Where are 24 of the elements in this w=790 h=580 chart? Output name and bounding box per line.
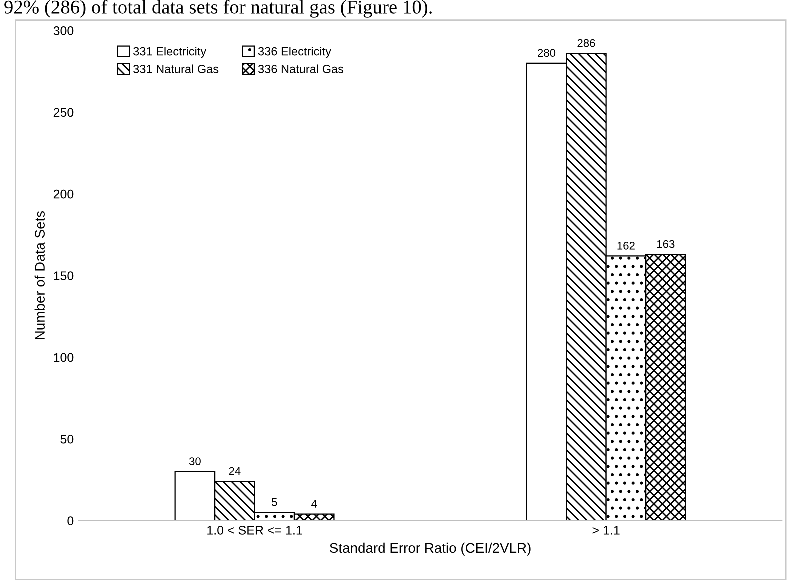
x-tick-label: 1.0 < SER <= 1.1 [208, 526, 302, 535]
legend-label: 331 Natural Gas [134, 64, 219, 74]
y-tick-label: 300 [54, 26, 74, 36]
y-axis-title: Number of Data Sets [34, 211, 45, 340]
data-label: 30 [189, 458, 201, 466]
data-label: 163 [657, 240, 675, 248]
legend-label: 331 Electricity [134, 47, 207, 58]
data-label: 280 [538, 49, 556, 58]
data-label: 5 [272, 498, 278, 506]
y-tick-label: 100 [54, 353, 74, 362]
x-tick-label: > 1.1 [592, 526, 620, 535]
y-tick-label: 50 [60, 434, 74, 444]
legend-label: 336 Natural Gas [258, 64, 344, 74]
y-tick-label: 0 [68, 516, 74, 526]
data-label: 24 [229, 467, 241, 476]
y-tick-label: 250 [54, 108, 74, 118]
data-label: 286 [578, 39, 596, 48]
y-tick-label: 150 [54, 272, 74, 280]
data-label: 162 [618, 242, 635, 250]
data-label: 4 [312, 500, 318, 508]
chart-title: 92% (286) of total data sets for natural gas (Figure 10). [4, 0, 432, 18]
x-axis-title: Standard Error Ratio (CEI/2VLR) [330, 542, 531, 556]
legend-label: 336 Electricity [258, 47, 332, 58]
y-tick-label: 200 [54, 190, 74, 199]
